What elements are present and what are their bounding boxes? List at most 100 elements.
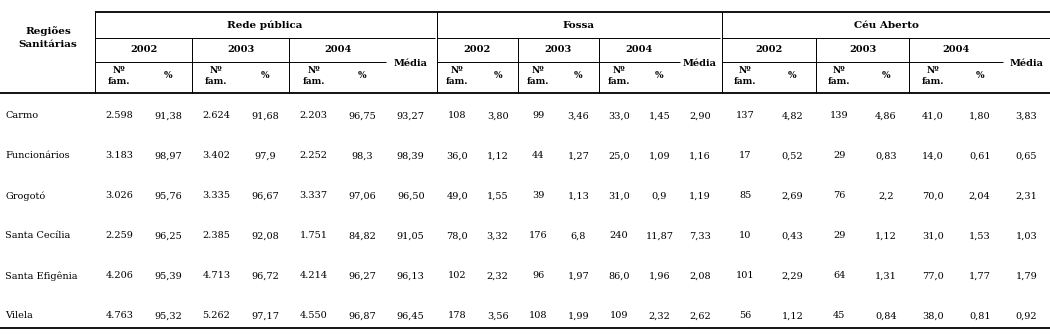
Text: Rede pública: Rede pública: [227, 20, 302, 30]
Text: 96,27: 96,27: [349, 272, 376, 281]
Text: 1,16: 1,16: [689, 152, 711, 161]
Text: 2003: 2003: [849, 45, 876, 54]
Text: 2.624: 2.624: [203, 112, 230, 121]
Text: 33,0: 33,0: [608, 112, 630, 121]
Text: 85: 85: [739, 191, 752, 200]
Text: 96: 96: [532, 272, 544, 281]
Text: 98,97: 98,97: [154, 152, 182, 161]
Text: 2002: 2002: [755, 45, 782, 54]
Text: Vilela: Vilela: [5, 312, 33, 321]
Text: 0,84: 0,84: [876, 312, 897, 321]
Text: 4.214: 4.214: [299, 272, 328, 281]
Text: %: %: [164, 71, 172, 80]
Text: 6,8: 6,8: [571, 231, 586, 240]
Text: 2.259: 2.259: [105, 231, 133, 240]
Text: 2,2: 2,2: [878, 191, 894, 200]
Text: 29: 29: [833, 231, 845, 240]
Text: 76: 76: [833, 191, 845, 200]
Text: 1,12: 1,12: [487, 152, 508, 161]
Text: 41,0: 41,0: [922, 112, 944, 121]
Text: 96,45: 96,45: [397, 312, 424, 321]
Text: 38,0: 38,0: [922, 312, 944, 321]
Text: 178: 178: [448, 312, 466, 321]
Text: 1,12: 1,12: [875, 231, 897, 240]
Text: 3.402: 3.402: [203, 152, 230, 161]
Text: 139: 139: [830, 112, 848, 121]
Text: Santa Efigênia: Santa Efigênia: [5, 271, 78, 281]
Text: 176: 176: [529, 231, 547, 240]
Text: 11,87: 11,87: [646, 231, 673, 240]
Text: Funcionários: Funcionários: [5, 152, 69, 161]
Text: %: %: [494, 71, 502, 80]
Text: 0,9: 0,9: [652, 191, 667, 200]
Text: 2004: 2004: [943, 45, 970, 54]
Text: 56: 56: [739, 312, 752, 321]
Text: 3.026: 3.026: [105, 191, 133, 200]
Text: 3.183: 3.183: [105, 152, 133, 161]
Text: 102: 102: [448, 272, 466, 281]
Text: 1,19: 1,19: [689, 191, 711, 200]
Text: 109: 109: [610, 312, 628, 321]
Text: 95,32: 95,32: [154, 312, 182, 321]
Text: 70,0: 70,0: [922, 191, 944, 200]
Text: 97,17: 97,17: [251, 312, 279, 321]
Text: 1.751: 1.751: [299, 231, 328, 240]
Text: Nº
fam.: Nº fam.: [302, 66, 324, 86]
Text: 64: 64: [833, 272, 845, 281]
Text: 95,39: 95,39: [154, 272, 182, 281]
Text: 2,90: 2,90: [689, 112, 711, 121]
Text: Fossa: Fossa: [563, 20, 594, 29]
Text: 0,83: 0,83: [876, 152, 897, 161]
Text: 92,08: 92,08: [251, 231, 279, 240]
Text: 108: 108: [448, 112, 466, 121]
Text: 2002: 2002: [464, 45, 491, 54]
Text: 1,96: 1,96: [649, 272, 670, 281]
Text: 2,32: 2,32: [649, 312, 670, 321]
Text: Grogotó: Grogotó: [5, 191, 45, 201]
Text: 2,08: 2,08: [689, 272, 711, 281]
Text: Nº
fam.: Nº fam.: [108, 66, 130, 86]
Text: 4,82: 4,82: [781, 112, 803, 121]
Text: 29: 29: [833, 152, 845, 161]
Text: 101: 101: [736, 272, 755, 281]
Text: 1,27: 1,27: [568, 152, 589, 161]
Text: 0,65: 0,65: [1015, 152, 1037, 161]
Text: 2.203: 2.203: [299, 112, 328, 121]
Text: 0,81: 0,81: [969, 312, 990, 321]
Text: Média: Média: [682, 58, 717, 67]
Text: 3,32: 3,32: [487, 231, 508, 240]
Text: Nº
fam.: Nº fam.: [446, 66, 468, 86]
Text: 1,80: 1,80: [969, 112, 990, 121]
Text: %: %: [358, 71, 366, 80]
Text: Nº
fam.: Nº fam.: [827, 66, 851, 86]
Text: 1,12: 1,12: [781, 312, 803, 321]
Text: Média: Média: [1009, 58, 1044, 67]
Text: 96,67: 96,67: [251, 191, 279, 200]
Text: Nº
fam.: Nº fam.: [922, 66, 944, 86]
Text: 0,61: 0,61: [969, 152, 990, 161]
Text: 2,04: 2,04: [969, 191, 990, 200]
Text: 2003: 2003: [545, 45, 572, 54]
Text: 137: 137: [736, 112, 755, 121]
Text: 1,31: 1,31: [875, 272, 897, 281]
Text: %: %: [975, 71, 984, 80]
Text: 96,25: 96,25: [154, 231, 182, 240]
Text: 1,03: 1,03: [1015, 231, 1037, 240]
Text: %: %: [655, 71, 664, 80]
Text: Média: Média: [394, 58, 427, 67]
Text: 3,80: 3,80: [487, 112, 508, 121]
Text: 10: 10: [739, 231, 752, 240]
Text: Nº
fam.: Nº fam.: [527, 66, 549, 86]
Text: 31,0: 31,0: [922, 231, 944, 240]
Text: 49,0: 49,0: [446, 191, 468, 200]
Text: 1,99: 1,99: [568, 312, 589, 321]
Text: Nº
fam.: Nº fam.: [205, 66, 228, 86]
Text: Regiões
Sanitárias: Regiões Sanitárias: [19, 26, 78, 49]
Text: 0,52: 0,52: [781, 152, 803, 161]
Text: 98,39: 98,39: [397, 152, 424, 161]
Text: 98,3: 98,3: [352, 152, 373, 161]
Text: 5.262: 5.262: [203, 312, 230, 321]
Text: 2004: 2004: [626, 45, 653, 54]
Text: 2,31: 2,31: [1015, 191, 1037, 200]
Text: 1,45: 1,45: [649, 112, 670, 121]
